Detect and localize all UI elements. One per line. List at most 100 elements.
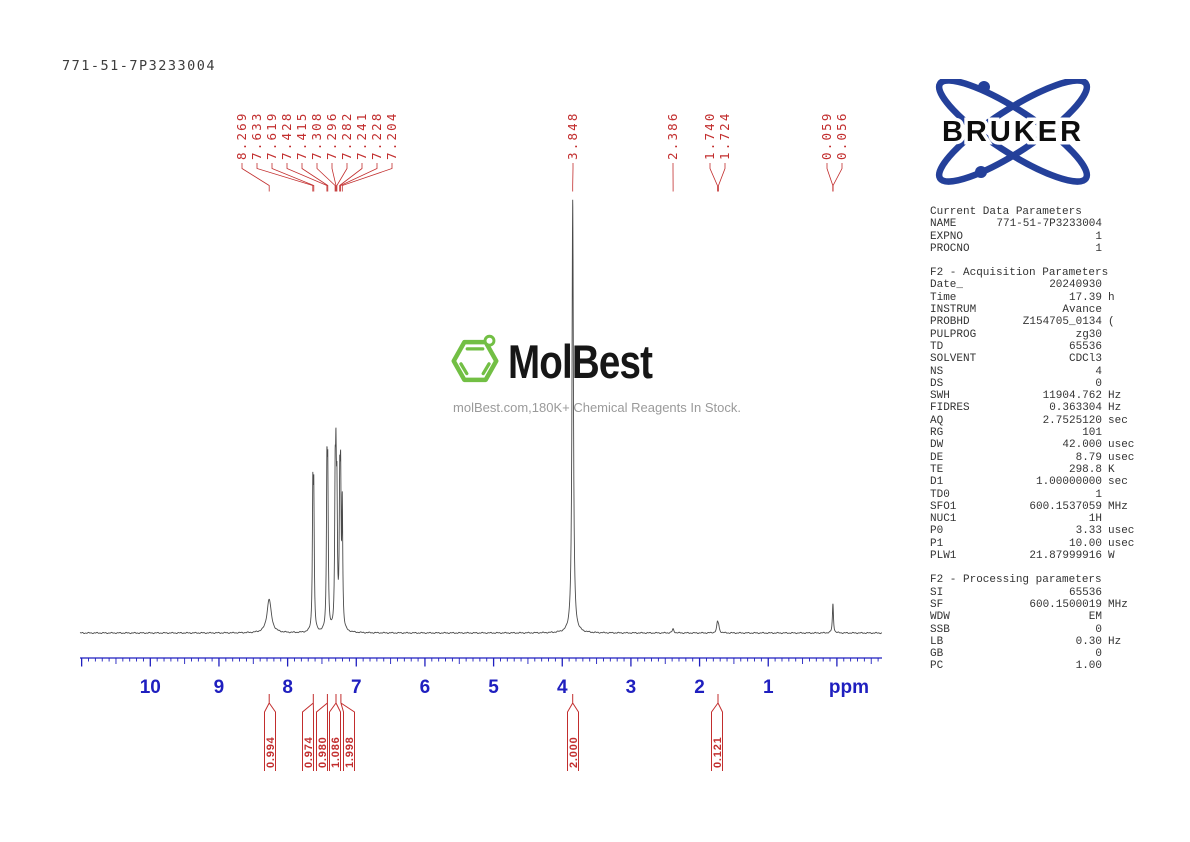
param-row: WDW EM — [930, 611, 1144, 623]
peak-label-connector — [718, 163, 726, 192]
param-value: 0 — [1095, 377, 1102, 390]
param-label: LB — [930, 635, 944, 648]
peak-label: 7.204 — [384, 111, 399, 160]
param-label: Date_ — [930, 279, 964, 292]
integral-value: 1.998 — [344, 736, 356, 768]
molbest-watermark: MolBest molBest.com,180K+ Chemical Reage… — [446, 332, 748, 415]
param-section: Current Data Parameters NAME 771-51-7P3233… — [930, 206, 1144, 255]
param-row: PC 1.00 — [930, 660, 1144, 672]
param-unit: MHz — [1108, 598, 1128, 611]
integral-value: 1.086 — [330, 736, 342, 768]
param-unit: usec — [1108, 525, 1135, 538]
param-row: P0 3.33 usec — [930, 525, 1144, 537]
param-value: 65536 — [1068, 586, 1102, 599]
param-label: NUC1 — [930, 513, 957, 526]
param-label: TE — [930, 463, 944, 476]
peak-label-connector — [286, 163, 328, 192]
param-value: Avance — [1062, 304, 1102, 317]
param-label: SOLVENT — [930, 353, 977, 366]
bruker-dot-top — [978, 81, 990, 93]
param-unit: usec — [1108, 537, 1135, 550]
peak-label: 7.228 — [369, 111, 384, 160]
param-row: TD 65536 — [930, 341, 1144, 353]
param-unit: W — [1108, 550, 1115, 563]
integral-bracket — [316, 694, 328, 771]
param-section-heading: Current Data Parameters — [930, 206, 1082, 218]
peak-label: 7.428 — [279, 111, 294, 160]
peak-label-connector — [341, 163, 393, 192]
integral-bracket — [567, 694, 579, 771]
param-value: zg30 — [1075, 328, 1102, 341]
param-label: TD — [930, 340, 944, 353]
param-value: 65536 — [1068, 340, 1102, 353]
param-value: 1H — [1088, 513, 1102, 526]
peak-label-connector — [709, 163, 718, 192]
param-label: P1 — [930, 537, 944, 550]
param-row: AQ 2.7525120 sec — [930, 415, 1144, 427]
param-unit: sec — [1108, 414, 1128, 427]
param-value: 8.79 — [1075, 451, 1102, 464]
param-row: SFO1 600.1537059 MHz — [930, 501, 1144, 513]
peak-label: 7.282 — [339, 111, 354, 160]
axis-tick-label: 9 — [214, 677, 225, 698]
peak-label-connector — [336, 163, 348, 192]
param-row: PROBHD Z154705_0134 ( — [930, 316, 1144, 328]
param-row: TE 298.8 K — [930, 464, 1144, 476]
param-value: Z154705_0134 — [1022, 316, 1102, 329]
param-value: 101 — [1082, 427, 1102, 440]
param-unit: Hz — [1108, 402, 1122, 415]
axis-tick-label: 2 — [694, 677, 705, 698]
param-row: LB 0.30 Hz — [930, 636, 1144, 648]
param-row: SF 600.1500019 MHz — [930, 599, 1144, 611]
param-row: Date_ 20240930 — [930, 279, 1144, 291]
param-row: NAME 771-51-7P3233004 — [930, 218, 1144, 230]
param-row: GB 0 — [930, 648, 1144, 660]
axis-tick-label: 6 — [420, 677, 431, 698]
integral-bracket — [340, 694, 355, 771]
param-label: PC — [930, 660, 944, 673]
integral-bracket — [711, 694, 723, 771]
param-label: D1 — [930, 476, 944, 489]
param-label: WDW — [930, 611, 950, 624]
param-value: 4 — [1095, 365, 1102, 378]
peak-label: 7.241 — [354, 111, 369, 160]
peak-label-connector — [241, 163, 270, 192]
param-section: F2 - Processing parameters SI 65536 SF 600.1… — [930, 574, 1144, 672]
peak-label: 7.415 — [294, 111, 309, 160]
peak-label-connector — [301, 163, 329, 192]
param-row: DE 8.79 usec — [930, 452, 1144, 464]
peak-label-connector — [271, 163, 315, 192]
param-value: 42.000 — [1062, 439, 1102, 452]
sample-id: 771-51-7P3233004 — [62, 58, 217, 74]
peak-label: 7.296 — [324, 111, 339, 160]
integral-bracket — [302, 694, 314, 771]
param-label: SI — [930, 586, 944, 599]
param-label: PROCNO — [930, 242, 970, 255]
param-value: CDCl3 — [1068, 353, 1102, 366]
param-row: NS 4 — [930, 366, 1144, 378]
param-value: 600.1537059 — [1029, 500, 1102, 513]
param-value: 0 — [1095, 648, 1102, 661]
param-unit: ( — [1108, 316, 1115, 329]
param-value: 298.8 — [1068, 463, 1102, 476]
peak-label: 0.059 — [819, 111, 834, 160]
param-value: 20240930 — [1049, 279, 1102, 292]
param-value: 11904.762 — [1042, 390, 1102, 403]
param-label: TD0 — [930, 488, 950, 501]
param-unit: h — [1108, 291, 1115, 304]
param-value: 1.00000000 — [1035, 476, 1102, 489]
param-label: SWH — [930, 390, 950, 403]
peak-label-connector — [826, 163, 834, 192]
param-row: PLW1 21.87999916 W — [930, 550, 1144, 562]
param-section-heading: F2 - Processing parameters — [930, 574, 1102, 587]
peak-label-connector — [339, 163, 363, 192]
peak-label-connector — [832, 163, 843, 192]
axis-unit-label: ppm — [829, 677, 869, 698]
param-value: 0.30 — [1075, 635, 1102, 648]
spectrum-curve — [79, 199, 883, 635]
param-label: RG — [930, 427, 944, 440]
param-value: 1 — [1095, 488, 1102, 501]
integral-value: 2.000 — [568, 736, 580, 768]
param-label: PROBHD — [930, 316, 970, 329]
